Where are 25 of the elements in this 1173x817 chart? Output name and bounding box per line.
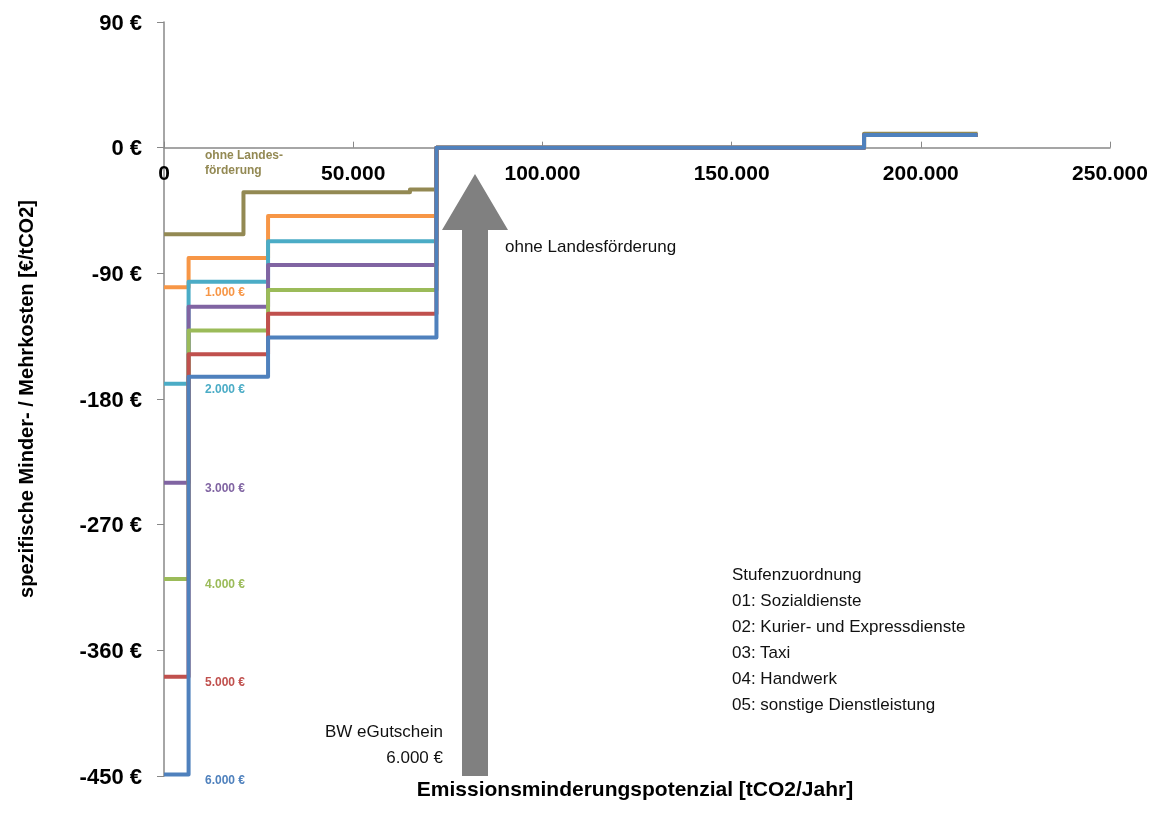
- y-tick-label: -270 €: [79, 512, 142, 538]
- y-tick-label: -360 €: [79, 637, 142, 663]
- y-tick-label: 0 €: [111, 135, 142, 161]
- annotation: Stufenzuordnung 01: Sozialdienste 02: Kurier- und Expressdienste 03: Taxi 04: Handwerk 05: sonstige Dienstleistung: [732, 564, 966, 714]
- y-tick-label: -90 €: [91, 260, 142, 286]
- y-tick-label: -180 €: [79, 386, 142, 412]
- series-label: 4.000 €: [205, 577, 246, 592]
- annotation: BW eGutschein 6.000 €: [324, 721, 444, 767]
- series-label: 1.000 €: [205, 285, 246, 300]
- series-label: 3.000 €: [205, 480, 246, 495]
- annotation: ohne Landesförderung: [505, 236, 677, 256]
- x-axis-title: Emissionsminderungspotenzial [tCO2/Jahr]: [416, 776, 854, 800]
- x-tick-label: 200.000: [882, 160, 959, 184]
- y-axis-title: spezifische Minder- / Mehrkosten [€/tCO2]: [15, 200, 37, 598]
- x-tick-label: 50.000: [321, 160, 386, 184]
- x-tick-label: 250.000: [1072, 160, 1148, 184]
- x-tick-label: 0: [158, 160, 170, 184]
- y-tick-label: 90 €: [99, 9, 142, 35]
- series-label: 2.000 €: [205, 381, 246, 396]
- series-label: 5.000 €: [205, 674, 246, 689]
- series-label: ohne Landes- förderung: [205, 147, 284, 177]
- y-tick-label: -450 €: [79, 763, 142, 789]
- x-tick-label: 150.000: [693, 160, 770, 184]
- series-label: 6.000 €: [205, 772, 246, 787]
- x-tick-label: 100.000: [504, 160, 581, 184]
